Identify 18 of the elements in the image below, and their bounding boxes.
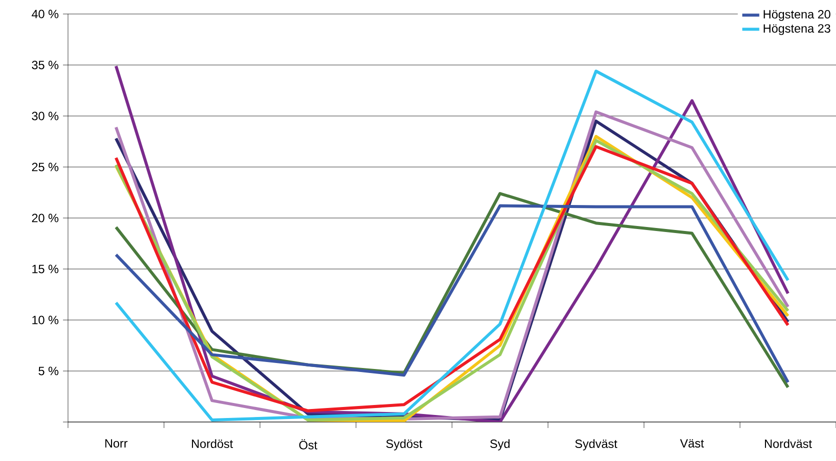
y-tick-label: 40 % [32,10,58,18]
x-tick-label: Nordväst [764,439,812,448]
y-tick-label: 25 % [32,162,58,172]
legend-label: Högstena 20 [764,10,830,21]
x-tick-label: Väst [680,439,704,448]
x-tick-label: Sydöst [386,439,422,450]
x-tick-label: Öst [299,439,318,450]
y-tick-label: 30 % [32,112,58,120]
y-tick-label: 5 % [38,366,58,376]
x-tick-label: Norr [105,439,128,448]
y-tick-label: 20 % [32,214,58,222]
legend-label: Högstena 23 [764,24,830,36]
x-tick-label: Syd [490,439,510,450]
x-tick-label: Sydväst [575,439,618,450]
y-tick-label: 10 % [32,316,58,324]
y-tick-label: 35 % [32,60,58,70]
x-tick-label: Nordöst [192,439,233,448]
y-tick-label: 15 % [32,264,58,274]
